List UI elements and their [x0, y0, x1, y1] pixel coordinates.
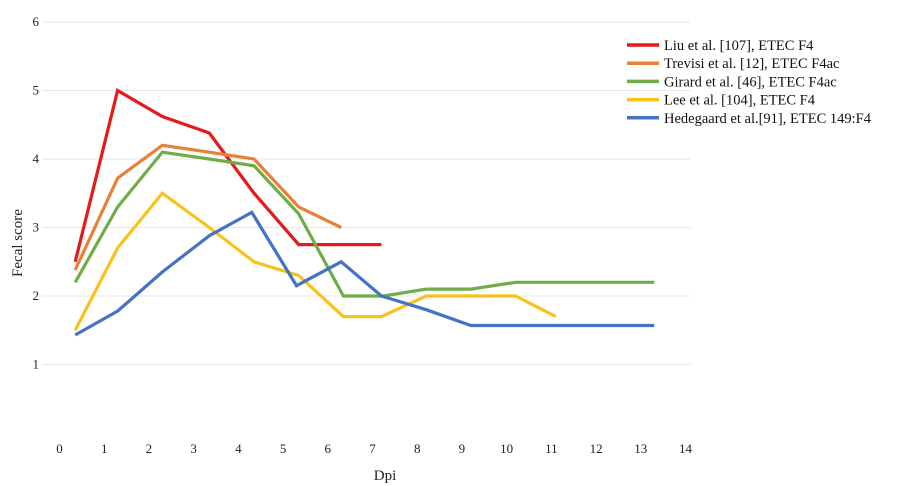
x-tick-label: 2	[146, 441, 153, 456]
legend-label: Hedegaard et al.[91], ETEC 149:F4	[664, 111, 872, 127]
x-tick-label: 3	[190, 441, 197, 456]
x-tick-label: 9	[459, 441, 466, 456]
y-axis-label: Fecal score	[10, 209, 26, 277]
legend-label: Lee et al. [104], ETEC F4	[664, 93, 816, 109]
series-line-3	[73, 150, 655, 298]
y-axis-ticks: 1 2 3 4 5 6	[33, 14, 40, 372]
x-tick-label: 8	[414, 441, 421, 456]
legend-label: Trevisi et al. [12], ETEC F4ac	[664, 56, 839, 72]
series-line-4	[73, 191, 557, 332]
y-tick-label: 4	[33, 151, 40, 166]
x-tick-label: 1	[101, 441, 108, 456]
series-lines	[73, 88, 655, 337]
x-tick-label: 7	[369, 441, 376, 456]
x-tick-label: 14	[679, 441, 693, 456]
series-line-2	[73, 143, 342, 271]
x-tick-label: 4	[235, 441, 242, 456]
x-tick-label: 10	[500, 441, 513, 456]
series-line-5	[74, 210, 655, 337]
x-tick-label: 13	[634, 441, 647, 456]
x-tick-label: 0	[56, 441, 63, 456]
legend: Liu et al. [107], ETEC F4 Trevisi et al. …	[627, 38, 872, 127]
x-tick-label: 6	[325, 441, 332, 456]
x-tick-label: 5	[280, 441, 287, 456]
legend-label: Liu et al. [107], ETEC F4	[664, 38, 814, 54]
gridlines	[42, 21, 690, 365]
y-tick-label: 2	[33, 288, 40, 303]
x-axis-ticks: 0 1 2 3 4 5 6 7 8 9 10 11 12 13 14	[56, 441, 692, 456]
legend-label: Girard et al. [46], ETEC F4ac	[664, 74, 837, 90]
y-tick-label: 5	[33, 83, 40, 98]
x-tick-label: 12	[590, 441, 603, 456]
x-tick-label: 11	[545, 441, 558, 456]
y-tick-label: 1	[33, 357, 40, 372]
y-tick-label: 3	[33, 220, 40, 235]
x-axis-label: Dpi	[374, 468, 397, 484]
y-tick-label: 6	[33, 14, 40, 29]
